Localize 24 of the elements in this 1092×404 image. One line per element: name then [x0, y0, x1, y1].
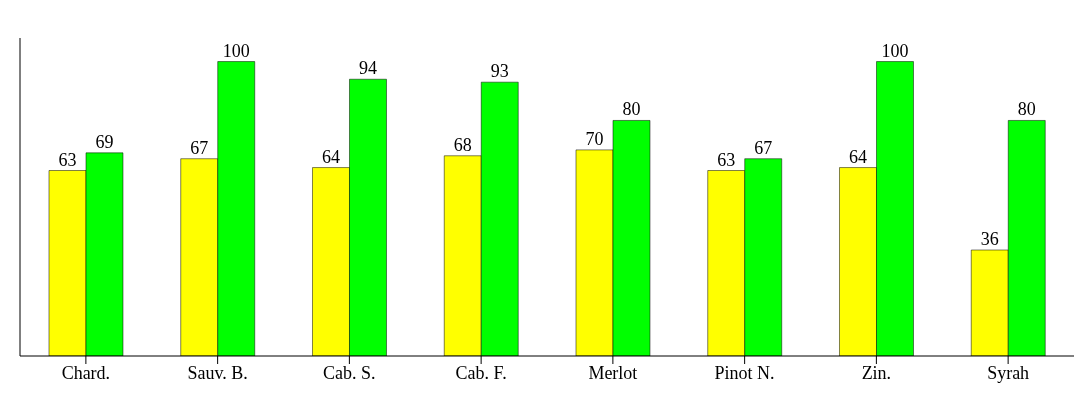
data-label: 80	[622, 99, 641, 120]
x-tick-label: Chard.	[61, 362, 111, 383]
data-label: 100	[881, 40, 909, 61]
data-label: 80	[1017, 99, 1036, 120]
x-tick-label: Cab. F.	[455, 362, 507, 383]
data-label: 69	[95, 131, 114, 152]
x-tick-label: Cab. S.	[323, 362, 376, 383]
data-label: 36	[980, 229, 999, 249]
data-label: 94	[358, 58, 377, 79]
data-label: 63	[717, 149, 736, 170]
data-label: 100	[222, 40, 250, 61]
x-tick-label: Pinot N.	[714, 362, 775, 383]
data-label: 70	[585, 128, 604, 149]
x-tick-label: Sauv. B.	[187, 362, 248, 383]
data-label: 93	[490, 61, 509, 82]
x-tick-label: Merlot	[588, 362, 638, 383]
data-label: 64	[848, 146, 867, 167]
data-label: 67	[190, 137, 209, 158]
x-tick-label: Syrah	[987, 362, 1030, 383]
data-label: 67	[754, 137, 773, 158]
data-label: 64	[321, 146, 340, 167]
x-tick-label: Zin.	[861, 362, 892, 383]
data-label: 68	[453, 134, 472, 155]
data-label: 63	[58, 149, 77, 170]
